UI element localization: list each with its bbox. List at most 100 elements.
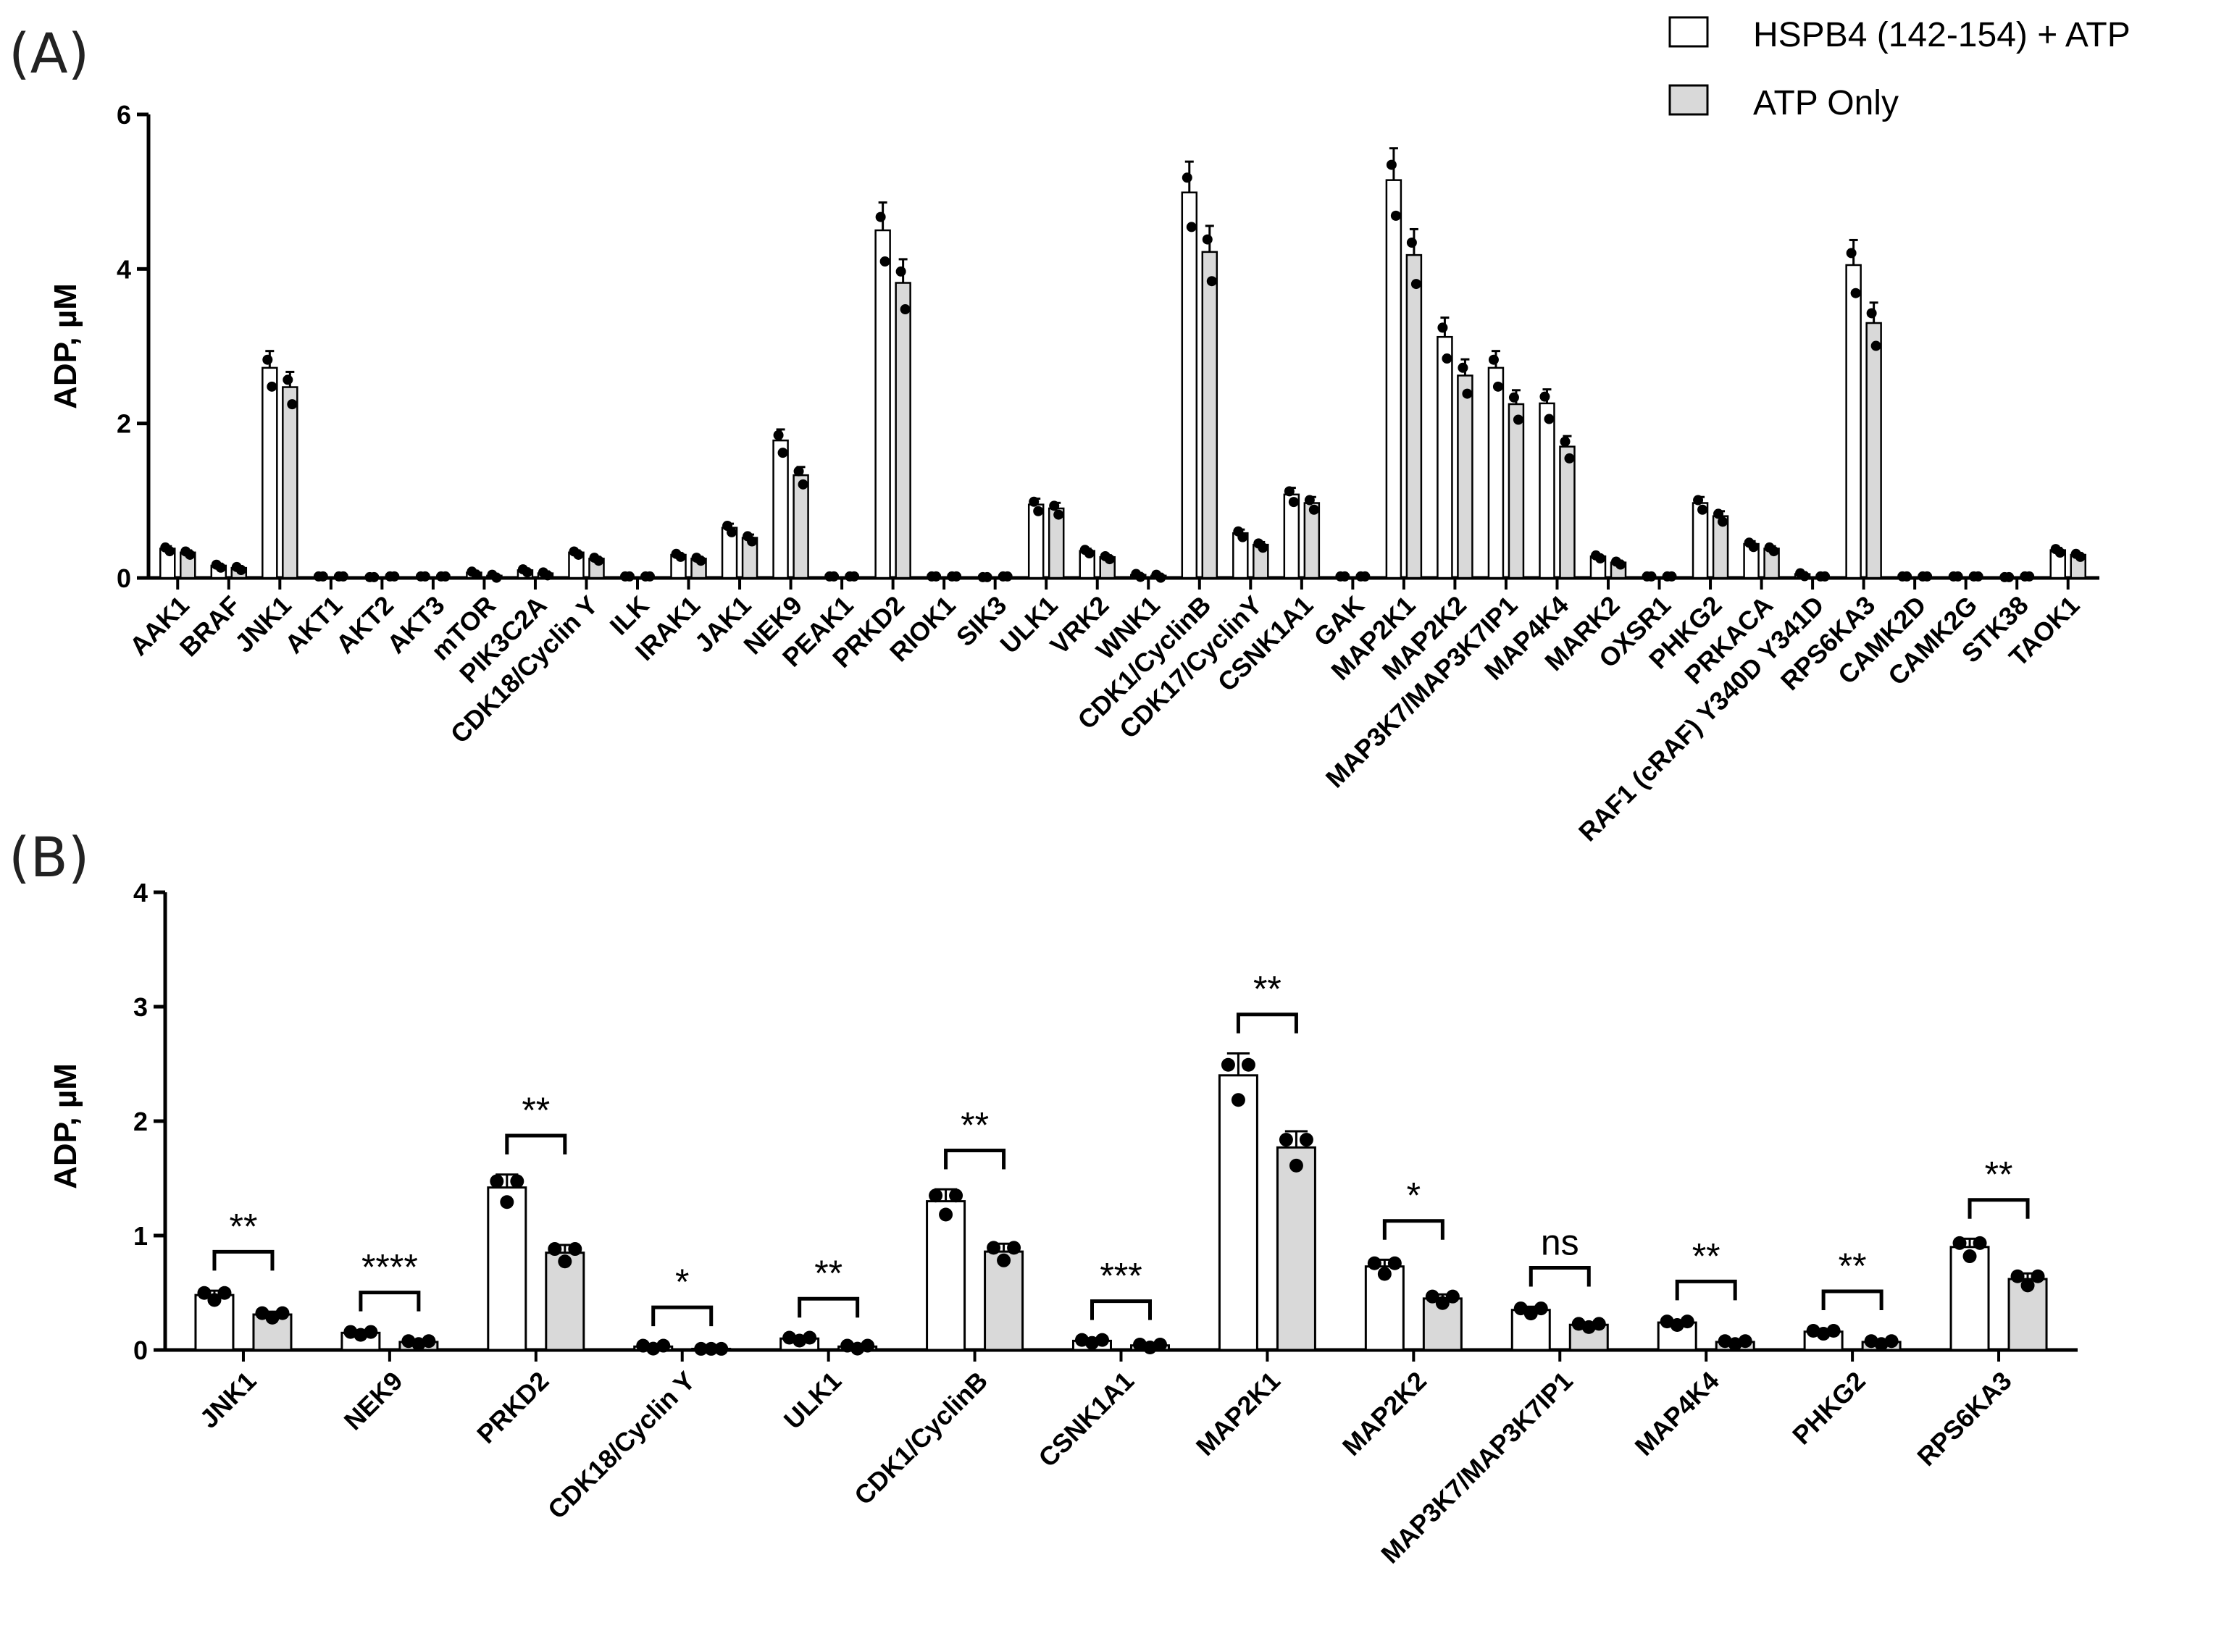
- y-tick-label: 6: [117, 100, 131, 130]
- significance-bracket-rps6ka3: [1968, 1198, 2030, 1219]
- data-point-hspb4-camk2g: [1952, 571, 1963, 582]
- data-point-hspb4-map3k7-map3k7ip1: [1523, 1307, 1538, 1321]
- data-point-hspb4-irak1: [675, 551, 686, 562]
- data-point-hspb4-map2k2: [1387, 1256, 1402, 1270]
- data-point-hspb4-mtor: [471, 569, 482, 580]
- data-point-hspb4-map4k4: [1539, 391, 1550, 402]
- data-point-atp-only-camk2d: [1922, 571, 1933, 582]
- bar-atp-only-map2k1: [1276, 1146, 1316, 1351]
- data-point-atp-only-gak: [1360, 571, 1371, 582]
- data-point-hspb4-nek9: [364, 1325, 378, 1339]
- data-point-atp-only-sik3: [1002, 571, 1013, 582]
- data-point-hspb4-camk2d: [1902, 571, 1912, 582]
- panel-a-chart: 0246AAK1BRAFJNK1AKT1AKT2AKT3mTORPIK3C2AC…: [117, 100, 2099, 847]
- data-point-hspb4-prkd2: [500, 1195, 514, 1209]
- panel-b-label: (B): [9, 825, 89, 889]
- data-point-hspb4-map2k1: [1386, 159, 1397, 170]
- data-point-hspb4-ulk1: [1029, 496, 1040, 507]
- significance-bracket-map4k4: [1675, 1279, 1737, 1301]
- data-point-atp-only-pik3c2a: [542, 570, 553, 581]
- data-point-atp-only-riok1: [951, 571, 962, 582]
- x-category-label-cdk1-cyclinb: CDK1/CyclinB: [848, 1366, 993, 1511]
- significance-bracket-csnk1a1: [1090, 1299, 1152, 1320]
- x-category-label-jnk1: JNK1: [194, 1366, 262, 1434]
- bar-atp-only-map4k4: [1559, 445, 1576, 579]
- data-point-hspb4-csnk1a1: [1288, 497, 1299, 508]
- x-category-label-nek9: NEK9: [338, 1366, 409, 1436]
- bar-hspb4-prkd2: [487, 1186, 527, 1351]
- bar-hspb4-map2k1: [1385, 179, 1402, 579]
- bar-atp-only-cdk1-cyclinb: [1201, 251, 1218, 579]
- bar-atp-only-prkd2: [545, 1251, 585, 1351]
- bar-hspb4-rps6ka3: [1845, 264, 1862, 579]
- data-point-hspb4-phkg2: [1826, 1324, 1841, 1338]
- data-point-hspb4-cdk18-cyclin-y: [573, 549, 584, 560]
- data-point-atp-only-cdk18-cyclin-y: [593, 555, 604, 566]
- panel-b-ylabel: ADP, µM: [48, 1063, 83, 1189]
- data-point-hspb4-prkd2: [875, 211, 886, 222]
- data-point-atp-only-prkd2: [548, 1242, 562, 1257]
- data-point-atp-only-ulk1: [1049, 500, 1060, 511]
- data-point-hspb4-map3k7-map3k7ip1: [1492, 381, 1503, 392]
- data-point-atp-only-akt3: [440, 571, 451, 582]
- legend: HSPB4 (142-154) + ATP ATP Only: [1668, 16, 2131, 122]
- data-point-atp-only-cdk17-cycliny: [1258, 542, 1268, 553]
- data-point-atp-only-nek9: [793, 466, 804, 477]
- data-point-hspb4-map2k2: [1367, 1256, 1381, 1270]
- significance-label-map3k7-map3k7ip1: ns: [1541, 1223, 1579, 1263]
- data-point-hspb4-akt2: [369, 571, 380, 582]
- data-point-atp-only-akt2: [389, 571, 400, 582]
- x-category-label-map2k1: MAP2K1: [1190, 1366, 1286, 1462]
- data-point-atp-only-map2k1: [1289, 1158, 1303, 1173]
- significance-label-rps6ka3: **: [1985, 1154, 2013, 1195]
- data-point-hspb4-map2k1: [1241, 1057, 1255, 1072]
- data-point-hspb4-jnk1: [217, 1286, 232, 1300]
- data-point-hspb4-phkg2: [1697, 504, 1708, 515]
- data-point-atp-only-prkd2: [568, 1242, 582, 1257]
- y-tick-label: 1: [133, 1221, 148, 1251]
- bar-hspb4-map2k1: [1218, 1074, 1258, 1351]
- data-point-hspb4-map2k1: [1231, 1093, 1245, 1107]
- data-point-atp-only-prkd2: [900, 304, 911, 315]
- data-point-atp-only-irak1: [695, 555, 706, 566]
- bar-atp-only-jnk1: [282, 386, 298, 579]
- data-point-atp-only-vrk2: [1104, 554, 1115, 565]
- data-point-atp-only-map2k2: [1458, 362, 1468, 373]
- significance-bracket-jnk1: [212, 1249, 275, 1271]
- significance-label-phkg2: **: [1839, 1246, 1867, 1286]
- significance-bracket-cdk18-cyclin-y: [651, 1305, 714, 1327]
- data-point-hspb4-prkd2: [490, 1174, 504, 1188]
- data-point-atp-only-cdk1-cyclinb: [997, 1253, 1011, 1267]
- data-point-hspb4-braf: [215, 562, 226, 573]
- significance-label-map2k1: **: [1253, 969, 1281, 1010]
- data-point-atp-only-map4k4: [1564, 453, 1575, 464]
- data-point-hspb4-csnk1a1: [1284, 486, 1295, 497]
- significance-bracket-map2k2: [1382, 1219, 1444, 1240]
- data-point-hspb4-prkd2: [879, 256, 890, 267]
- data-point-hspb4-prkd2: [510, 1174, 524, 1188]
- data-point-hspb4-ulk1: [1033, 506, 1044, 516]
- data-point-hspb4-rps6ka3: [1973, 1236, 1987, 1250]
- data-point-atp-only-rps6ka3: [2031, 1269, 2045, 1283]
- y-tick-label: 4: [133, 878, 148, 907]
- bar-hspb4-cdk1-cyclinb: [926, 1200, 966, 1351]
- data-point-atp-only-rps6ka3: [2010, 1269, 2025, 1283]
- significance-label-map4k4: **: [1692, 1236, 1720, 1276]
- data-point-atp-only-prkaca: [1768, 546, 1779, 557]
- data-point-atp-only-nek9: [798, 479, 808, 490]
- data-point-atp-only-rps6ka3: [1866, 308, 1877, 319]
- data-point-atp-only-akt1: [338, 571, 348, 582]
- data-point-atp-only-jnk1: [283, 374, 293, 385]
- data-point-atp-only-cdk1-cyclinb: [1206, 276, 1217, 287]
- x-category-label-akt1: AKT1: [279, 590, 348, 659]
- data-point-atp-only-prkd2: [895, 266, 906, 277]
- data-point-hspb4-map3k7-map3k7ip1: [1488, 354, 1499, 365]
- significance-label-ulk1: **: [814, 1253, 843, 1293]
- data-point-atp-only-map2k2: [1462, 388, 1473, 399]
- data-point-hspb4-cdk1-cyclinb: [929, 1188, 943, 1203]
- data-point-hspb4-cdk1-cyclinb: [1182, 172, 1192, 183]
- data-point-atp-only-csnk1a1: [1304, 495, 1315, 506]
- data-point-hspb4-cdk1-cyclinb: [939, 1207, 953, 1222]
- x-category-label-map2k2: MAP2K2: [1337, 1366, 1432, 1462]
- data-point-atp-only-ilk: [645, 571, 655, 582]
